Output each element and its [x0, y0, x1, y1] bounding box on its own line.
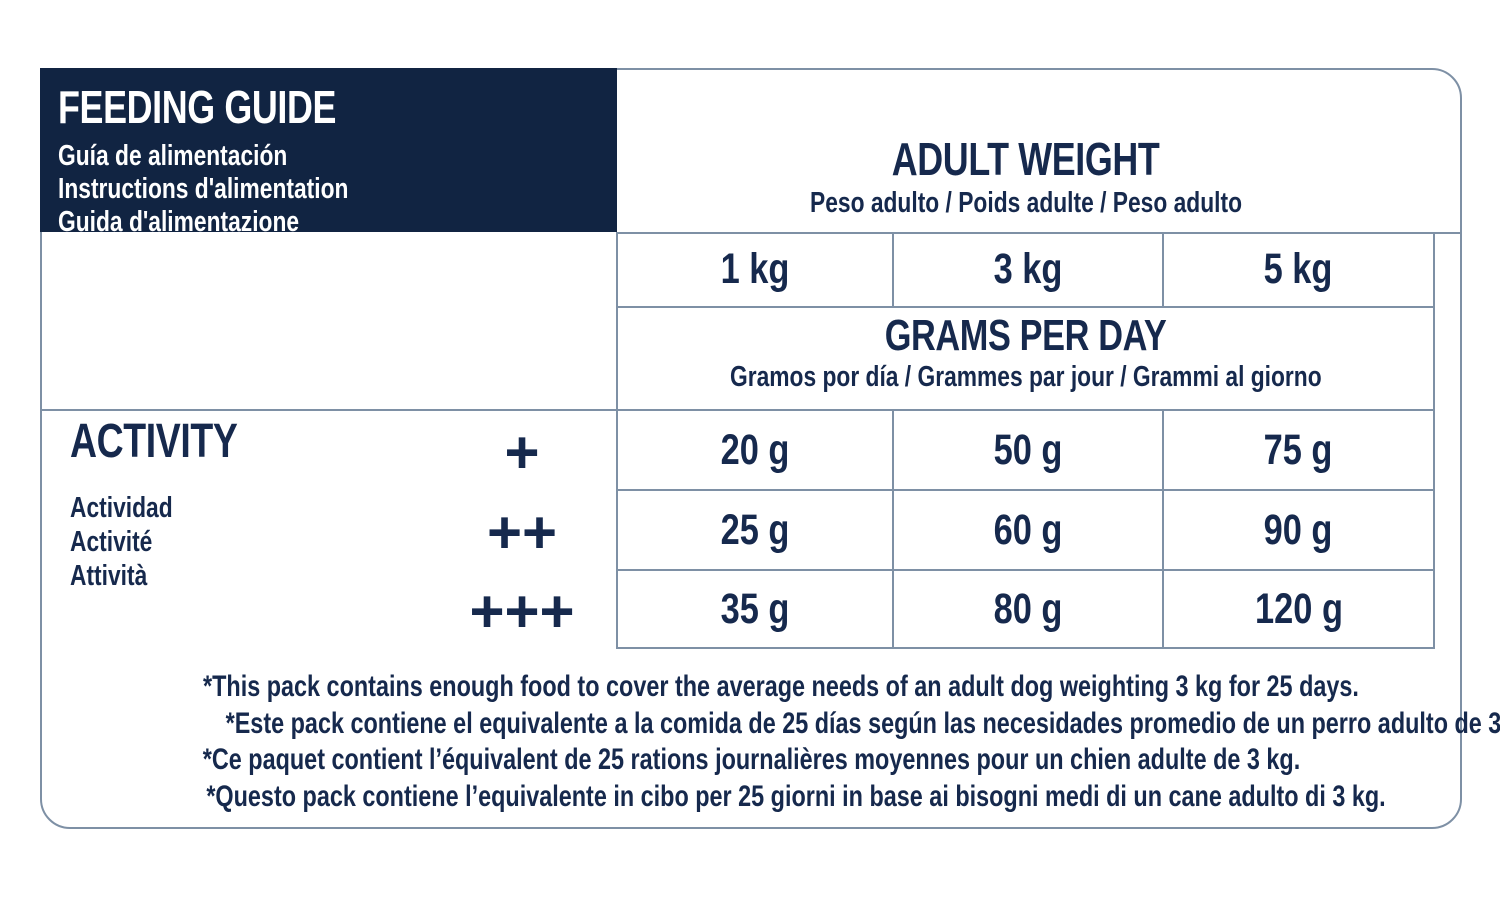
grid-line [892, 232, 894, 308]
cell-value: 35 g [720, 584, 790, 633]
adult-weight-subtitle: Peso adulto / Poids adulte / Peso adulto [617, 187, 1434, 220]
feeding-guide-title-text: FEEDING GUIDE [58, 81, 337, 133]
grid-line [1162, 410, 1164, 649]
grams-per-day-subtitle-text: Gramos por día / Grammes par jour / Gram… [729, 361, 1322, 393]
feeding-guide-subtitle-it: Guida d'alimentazione [58, 206, 300, 238]
column-header-5kg-text: 5 kg [1264, 245, 1333, 293]
cell-value: 90 g [1264, 505, 1333, 554]
activity-subtitle-fr: Activité [70, 526, 153, 558]
activity-subtitle-it: Attività [70, 560, 148, 592]
activity-subtitles: Actividad Activité Attività [70, 491, 198, 593]
feeding-guide-subtitle-fr: Instructions d'alimentation [58, 173, 349, 205]
grid-line [40, 409, 1435, 411]
grams-per-day-subtitle: Gramos por día / Grammes par jour / Gram… [617, 361, 1434, 394]
column-header-3kg-text: 3 kg [993, 245, 1063, 293]
activity-level-3: +++ [427, 570, 617, 648]
footnote-it-text: *Questo pack contiene l’equivalente in c… [206, 779, 1386, 813]
feeding-guide-header: FEEDING GUIDE Guía de alimentación Instr… [40, 68, 617, 238]
grid-line [616, 306, 1435, 308]
grams-per-day-title: GRAMS PER DAY [617, 314, 1434, 358]
adult-weight-title-text: ADULT WEIGHT [891, 133, 1160, 185]
grid-line [892, 410, 894, 649]
grid-line [616, 569, 1435, 571]
grid-line [616, 232, 618, 649]
cell-activity1-1kg: 20 g [617, 410, 893, 490]
cell-activity2-5kg: 90 g [1163, 490, 1434, 570]
cell-value: 120 g [1254, 584, 1343, 633]
activity-level-1: + [427, 410, 617, 490]
feeding-guide-subtitles: Guía de alimentación Instructions d'alim… [58, 140, 421, 239]
cell-activity3-5kg: 120 g [1163, 570, 1434, 648]
column-header-3kg: 3 kg [893, 232, 1163, 307]
cell-activity3-1kg: 35 g [617, 570, 893, 648]
cell-activity3-3kg: 80 g [893, 570, 1163, 648]
activity-level-2: ++ [427, 490, 617, 570]
footnote-fr: *Ce paquet contient l’équivalent de 25 r… [40, 742, 1462, 779]
activity-title-text: ACTIVITY [70, 415, 238, 468]
adult-weight-subtitle-text: Peso adulto / Poids adulte / Peso adulto [809, 187, 1242, 219]
footnote-en: *This pack contains enough food to cover… [40, 669, 1462, 706]
grid-line [1162, 232, 1164, 308]
cell-value: 60 g [993, 505, 1063, 554]
activity-level-1-text: + [504, 419, 540, 486]
activity-level-3-text: +++ [469, 578, 575, 645]
activity-title: ACTIVITY [70, 418, 285, 466]
grid-line [616, 647, 1435, 649]
column-header-5kg: 5 kg [1163, 232, 1434, 307]
activity-subtitle-es: Actividad [70, 492, 173, 524]
grid-line [616, 489, 1435, 491]
cell-value: 50 g [993, 425, 1063, 474]
footnotes: *This pack contains enough food to cover… [40, 669, 1500, 816]
footnote-it: *Questo pack contiene l’equivalente in c… [40, 779, 1462, 816]
cell-activity2-3kg: 60 g [893, 490, 1163, 570]
feeding-guide-subtitle-es: Guía de alimentación [58, 140, 288, 172]
footnote-en-text: *This pack contains enough food to cover… [203, 670, 1359, 703]
grams-per-day-title-text: GRAMS PER DAY [884, 311, 1167, 360]
adult-weight-title: ADULT WEIGHT [617, 136, 1434, 182]
footnote-es-text: *Este pack contiene el equivalente a la … [225, 706, 1500, 740]
cell-value: 25 g [720, 505, 790, 554]
cell-activity1-3kg: 50 g [893, 410, 1163, 490]
activity-level-2-text: ++ [486, 499, 558, 566]
grid-line [616, 232, 1461, 234]
cell-activity2-1kg: 25 g [617, 490, 893, 570]
footnote-es: *Este pack contiene el equivalente a la … [40, 706, 1500, 743]
cell-value: 80 g [993, 584, 1063, 633]
feeding-guide-title: FEEDING GUIDE [58, 84, 414, 130]
column-header-1kg-text: 1 kg [720, 245, 790, 293]
footnote-fr-text: *Ce paquet contient l’équivalent de 25 r… [202, 743, 1300, 776]
column-header-1kg: 1 kg [617, 232, 893, 307]
grid-line [1433, 232, 1435, 649]
cell-activity1-5kg: 75 g [1163, 410, 1434, 490]
cell-value: 75 g [1264, 425, 1333, 474]
cell-value: 20 g [720, 425, 790, 474]
